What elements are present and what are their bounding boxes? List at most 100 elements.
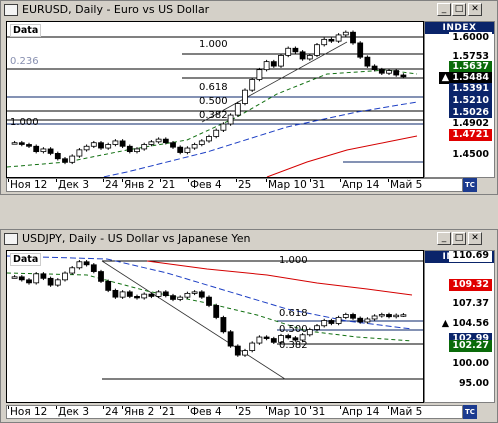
candle-body — [206, 136, 212, 142]
moving-average-line — [146, 260, 413, 296]
moving-average-line — [100, 101, 418, 177]
close-button[interactable]: ✕ — [468, 232, 482, 245]
candle-body — [256, 336, 263, 344]
x-tick-mark — [56, 406, 57, 409]
candle-body — [119, 291, 126, 298]
minimize-button[interactable]: _ — [437, 232, 451, 245]
candle-body — [112, 140, 119, 145]
candle-body — [83, 261, 90, 266]
x-tick-mark — [103, 406, 104, 409]
eurusd-chart-window[interactable]: EURUSD, Daily - Euro vs US Dollar _ □ ✕ … — [0, 0, 498, 195]
candle-body — [242, 350, 248, 356]
x-tick-mark — [236, 406, 237, 409]
fib-0-500-label: 0.500 — [199, 96, 228, 107]
candle-body — [134, 148, 140, 153]
logo-icon: TC — [463, 178, 477, 192]
fibonacci-trendline — [201, 41, 348, 123]
candle-body — [350, 31, 356, 44]
x-tick-mark — [160, 179, 161, 182]
fib-0-382-label: 0.382 — [279, 340, 308, 351]
candle-body — [105, 144, 112, 149]
candle-body — [357, 42, 364, 58]
candle-body — [155, 138, 162, 143]
candle-body — [400, 74, 407, 78]
candle-body — [364, 56, 371, 67]
eurusd-price-scale[interactable]: INDEX 1.6000 1.5753 1.5637 ▲ 1.5484 1.5391 1.… — [424, 21, 495, 178]
chart-window-icon — [4, 233, 18, 245]
candle-body — [198, 291, 205, 298]
usdjpy-time-axis: Ноя 12 Дек 3 24 Янв 2 21 Фев 4 25 Мар 10 31 Апр 1… — [6, 405, 463, 419]
index-scale-header: INDEX — [425, 22, 494, 34]
x-tick-mark — [122, 406, 123, 409]
candle-body — [40, 148, 47, 153]
fib-1-000-label: 1.000 — [199, 39, 228, 50]
candle-body — [155, 291, 162, 297]
x-tick-mark — [310, 406, 311, 409]
usdjpy-title-bar[interactable]: USDJPY, Daily - US Dollar vs Japanese Ye… — [1, 230, 497, 248]
candle-body — [177, 146, 184, 153]
tick-107-37: 107.37 — [449, 298, 492, 310]
fib-0-236-label: 0.236 — [10, 56, 39, 67]
x-tick-label: Май 5 — [390, 406, 423, 418]
candle-body — [18, 276, 25, 281]
eurusd-title-bar[interactable]: EURUSD, Daily - Euro vs US Dollar _ □ ✕ — [1, 1, 497, 19]
candle-body — [119, 140, 126, 147]
tick-1-5026: 1.5026 — [449, 107, 492, 119]
x-tick-label: Фев 4 — [190, 406, 222, 418]
x-tick-mark — [388, 179, 389, 182]
usdjpy-chart-window[interactable]: USDJPY, Daily - US Dollar vs Japanese Ye… — [0, 229, 498, 423]
candle-body — [249, 79, 256, 91]
candle-body — [83, 145, 90, 151]
candle-body — [234, 345, 241, 356]
moving-average-line — [266, 135, 418, 177]
candle-body — [220, 317, 227, 333]
x-tick-mark — [160, 406, 161, 409]
candle-body — [328, 320, 335, 324]
candle-body — [11, 276, 18, 279]
x-tick-mark — [236, 179, 237, 182]
candle-body — [270, 338, 277, 343]
x-tick-label: Мар 10 — [268, 179, 307, 191]
maximize-button[interactable]: □ — [452, 3, 466, 16]
x-tick-mark — [188, 406, 189, 409]
fib-0-618-label: 0.618 — [199, 82, 228, 93]
x-tick-mark — [388, 406, 389, 409]
candle-body — [299, 51, 306, 60]
usdjpy-chart-svg: 1.000 0.618 0.500 0.382 — [7, 255, 423, 380]
tick-110-69: 110.69 — [449, 251, 492, 262]
candle-body — [26, 144, 32, 147]
x-tick-label: Фев 4 — [190, 179, 222, 191]
candle-body — [328, 38, 335, 42]
candle-body — [342, 314, 349, 318]
candle-body — [371, 65, 378, 71]
moving-average-line — [7, 255, 413, 330]
fib-0-500-label: 0.500 — [279, 324, 308, 335]
tick-102-27: 102.27 — [449, 340, 492, 352]
last-price-tag: ▲ 104.56 — [438, 318, 492, 330]
candle-body — [292, 337, 299, 341]
tick-1-6000: 1.6000 — [449, 32, 492, 44]
candle-body — [90, 142, 97, 147]
tick-1-5391: 1.5391 — [449, 83, 492, 95]
maximize-button[interactable]: □ — [452, 232, 466, 245]
fib-1-000-left-label: 1.000 — [10, 117, 39, 128]
x-tick-label: Апр 14 — [342, 406, 380, 418]
candle-body — [278, 55, 284, 67]
candle-body — [393, 70, 400, 76]
data-window-label: Data — [10, 253, 42, 266]
close-button[interactable]: ✕ — [468, 3, 482, 16]
candle-body — [54, 279, 61, 286]
tick-95-00: 95.00 — [455, 378, 492, 390]
minimize-button[interactable]: _ — [437, 3, 451, 16]
candle-body — [54, 152, 61, 160]
eurusd-plot-area[interactable]: 1.000 0.618 0.500 0.382 0.236 1.000 Data — [6, 21, 424, 178]
candle-body — [62, 272, 68, 281]
usdjpy-plot-area[interactable]: 1.000 0.618 0.500 0.382 Data — [6, 250, 424, 403]
candle-body — [378, 69, 385, 74]
candle-body — [285, 47, 292, 56]
candle-body — [184, 292, 191, 298]
candle-body — [148, 141, 155, 145]
candle-body — [11, 142, 18, 145]
x-tick-label: Янв 2 — [124, 406, 155, 418]
